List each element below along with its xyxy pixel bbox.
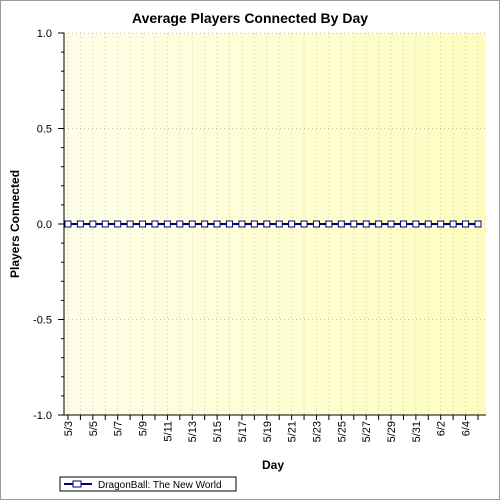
x-tick-label: 5/7: [113, 421, 125, 436]
series-layer: [64, 220, 482, 228]
data-point: [201, 220, 209, 228]
x-tick-label: 5/19: [262, 421, 274, 442]
x-axis-label: Day: [262, 458, 284, 472]
data-point: [126, 220, 134, 228]
data-point: [437, 220, 445, 228]
data-point: [312, 220, 320, 228]
x-tick-label: 5/29: [386, 421, 398, 442]
data-point: [362, 220, 370, 228]
x-tick-label: 5/15: [212, 421, 224, 442]
data-point: [325, 220, 333, 228]
x-tick-label: 6/2: [436, 421, 448, 436]
y-axis-label: Players Connected: [8, 170, 22, 278]
data-point: [474, 220, 482, 228]
data-point: [226, 220, 234, 228]
data-point: [76, 220, 84, 228]
x-tick-label: 5/9: [138, 421, 150, 436]
x-axis-ticks: 5/3 5/5 5/7 5/9 5/11 5/13 5/15 5/17 5/19 5/21 5/23…: [63, 415, 479, 442]
legend: DragonBall: The New World: [59, 476, 237, 492]
data-point: [375, 220, 383, 228]
data-point: [300, 220, 308, 228]
data-point: [176, 220, 184, 228]
x-tick-label: 5/3: [63, 421, 75, 436]
data-point: [288, 220, 296, 228]
data-point: [114, 220, 122, 228]
y-tick-label: 1.0: [37, 28, 52, 40]
x-tick-label: 5/21: [287, 421, 299, 442]
x-tick-label: 5/27: [361, 421, 373, 442]
data-point: [462, 220, 470, 228]
x-tick-label: 5/5: [88, 421, 100, 436]
y-tick-label: 0.0: [37, 219, 52, 231]
x-tick-label: 5/23: [311, 421, 323, 442]
data-point: [213, 220, 221, 228]
data-point: [412, 220, 420, 228]
data-point: [275, 220, 283, 228]
x-tick-label: 5/17: [237, 421, 249, 442]
legend-series-label: DragonBall: The New World: [98, 480, 222, 491]
data-point: [139, 220, 147, 228]
y-tick-label: -0.5: [33, 315, 52, 327]
data-point: [163, 220, 171, 228]
x-tick-label: 5/13: [187, 421, 199, 442]
data-point: [337, 220, 345, 228]
data-point: [424, 220, 432, 228]
data-point: [64, 220, 72, 228]
data-point: [350, 220, 358, 228]
x-tick-label: 5/31: [411, 421, 423, 442]
data-point: [101, 220, 109, 228]
data-point: [449, 220, 457, 228]
data-point: [250, 220, 258, 228]
y-tick-label: -1.0: [33, 410, 52, 422]
y-axis-ticks: 1.0 0.5 0.0 -0.5 -1.0: [33, 28, 64, 422]
y-tick-label: 0.5: [37, 124, 52, 136]
legend-box: [59, 476, 237, 492]
x-tick-label: 5/11: [162, 421, 174, 442]
data-point: [263, 220, 271, 228]
data-point: [387, 220, 395, 228]
legend-series-marker: [72, 480, 82, 488]
data-point: [238, 220, 246, 228]
data-point: [399, 220, 407, 228]
x-tick-label: 5/25: [336, 421, 348, 442]
x-tick-label: 6/4: [461, 421, 473, 436]
data-point: [89, 220, 97, 228]
data-point: [151, 220, 159, 228]
data-point: [188, 220, 196, 228]
chart-title: Average Players Connected By Day: [132, 10, 368, 26]
